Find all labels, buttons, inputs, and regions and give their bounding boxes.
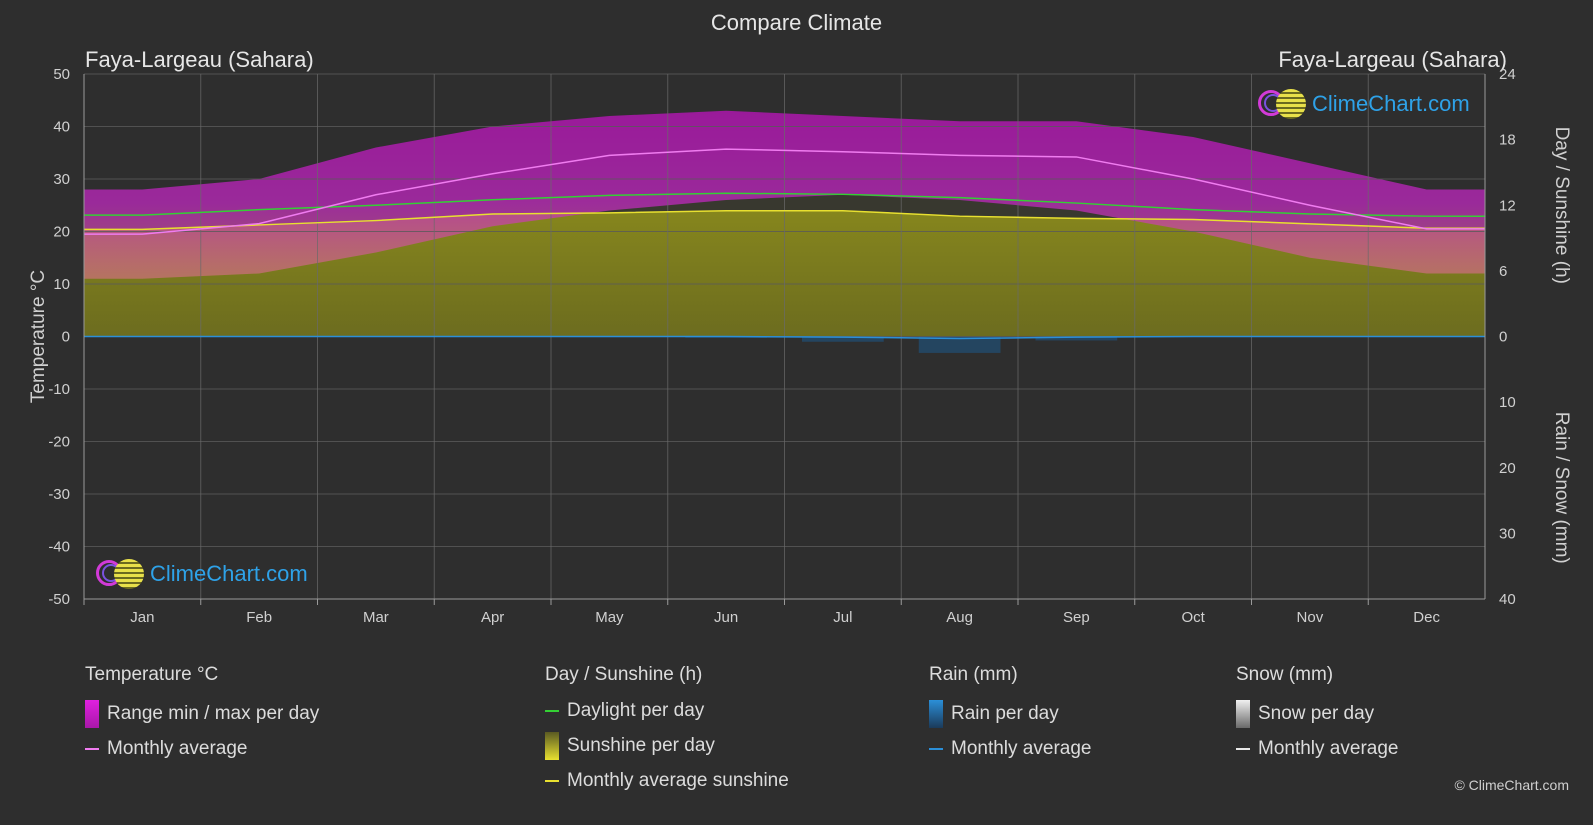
legend-heading-temperature: Temperature °C [85,664,219,685]
logo-text: ClimeChart.com [150,561,308,586]
y-right-bottom-tick-label: 20 [1499,460,1516,477]
y-right-bottom-tick-label: 30 [1499,525,1516,542]
x-tick-label: Jul [833,609,852,626]
legend-item-temp-avg: Monthly average [85,738,319,760]
legend-item-sunshine-avg: Monthly average sunshine [545,770,789,792]
x-tick-label: May [595,609,624,626]
legend-heading-rain: Rain (mm) [929,664,1018,685]
legend-heading-snow: Snow (mm) [1236,664,1334,685]
legend-sunshine: Day / Sunshine (h) Daylight per day Suns… [545,664,789,792]
x-tick-label: Oct [1181,609,1205,626]
y-left-tick-label: 40 [53,119,70,136]
y-right-tick-label: 24 [1499,66,1516,83]
legend-item-rain-day: Rain per day [929,700,1091,728]
legend-heading-sunshine: Day / Sunshine (h) [545,664,703,685]
snow-swatch-icon [1236,700,1250,728]
x-tick-label: Apr [481,609,504,626]
legend-item-snow-avg: Monthly average [1236,738,1398,760]
y-right-tick-label: 0 [1499,329,1507,346]
climechart-logo-icon [1258,88,1306,120]
temperature-avg-line [84,148,1485,235]
y-left-tick-label: 10 [53,276,70,293]
rain-swatch-icon [929,700,943,728]
y-left-tick-label: -50 [48,591,70,608]
x-tick-label: Jan [130,609,154,626]
x-tick-label: Aug [946,609,973,626]
legend-item-snow-day: Snow per day [1236,700,1398,728]
y-left-tick-label: 30 [53,171,70,188]
location-right: Faya-Largeau (Sahara) [1278,47,1507,72]
y-left-tick-label: -40 [48,539,70,556]
y-right-bottom-tick-label: 10 [1499,394,1516,411]
y-left-tick-label: -30 [48,486,70,503]
legend-rain: Rain (mm) Rain per day Monthly average [929,664,1091,760]
y-left-axis-label: Temperature °C [28,270,49,403]
line-swatch-icon [85,748,99,750]
rain-avg-line [84,335,1485,340]
logo-text: ClimeChart.com [1312,91,1470,116]
legend-temperature: Temperature °C Range min / max per day M… [85,664,319,760]
x-tick-label: Dec [1413,609,1440,626]
x-tick-label: Mar [363,609,389,626]
legend-snow: Snow (mm) Snow per day Monthly average [1236,664,1398,760]
y-right-tick-label: 6 [1499,263,1507,280]
y-right-bottom-tick-label: 40 [1499,591,1516,608]
chart-title: Compare Climate [710,10,883,35]
copyright: © ClimeChart.com [1454,777,1569,793]
daylight-line [84,192,1485,217]
line-swatch-icon [545,780,559,782]
y-left-tick-label: 0 [62,329,70,346]
sunshine-swatch-icon [545,732,559,760]
line-swatch-icon [929,748,943,750]
line-swatch-icon [1236,748,1250,750]
x-tick-label: Nov [1297,609,1324,626]
y-left-tick-label: 50 [53,66,70,83]
x-tick-label: Sep [1063,609,1090,626]
rain-bar [1035,336,1118,341]
y-right-tick-label: 12 [1499,197,1516,214]
climate-chart: 50 40 30 20 10 0 -10 -20 -30 -40 -50 24 18 12 6 0 10 20 30… [28,66,1572,626]
climechart-logo-icon [96,558,144,590]
y-right-top-axis-label: Day / Sunshine (h) [1551,127,1572,284]
y-right-bottom-axis-label: Rain / Snow (mm) [1551,412,1572,564]
logo-top[interactable]: ClimeChart.com [1258,88,1470,120]
y-right-tick-label: 18 [1499,132,1516,149]
legend-item-rain-avg: Monthly average [929,738,1091,760]
range-swatch-icon [85,700,99,728]
legend-item-temp-range: Range min / max per day [85,700,319,728]
rain-bar [802,336,884,342]
legend-item-daylight: Daylight per day [545,700,789,722]
x-tick-label: Feb [246,609,272,626]
location-left: Faya-Largeau (Sahara) [85,47,314,72]
y-left-tick-label: -20 [48,434,70,451]
sunshine-avg-line [84,209,1485,231]
legend-item-sunshine: Sunshine per day [545,732,789,760]
logo-bottom[interactable]: ClimeChart.com [96,558,308,590]
y-left-tick-label: -10 [48,381,70,398]
rain-bar [918,336,1001,353]
line-swatch-icon [545,710,559,712]
y-left-tick-label: 20 [53,224,70,241]
x-tick-label: Jun [714,609,738,626]
